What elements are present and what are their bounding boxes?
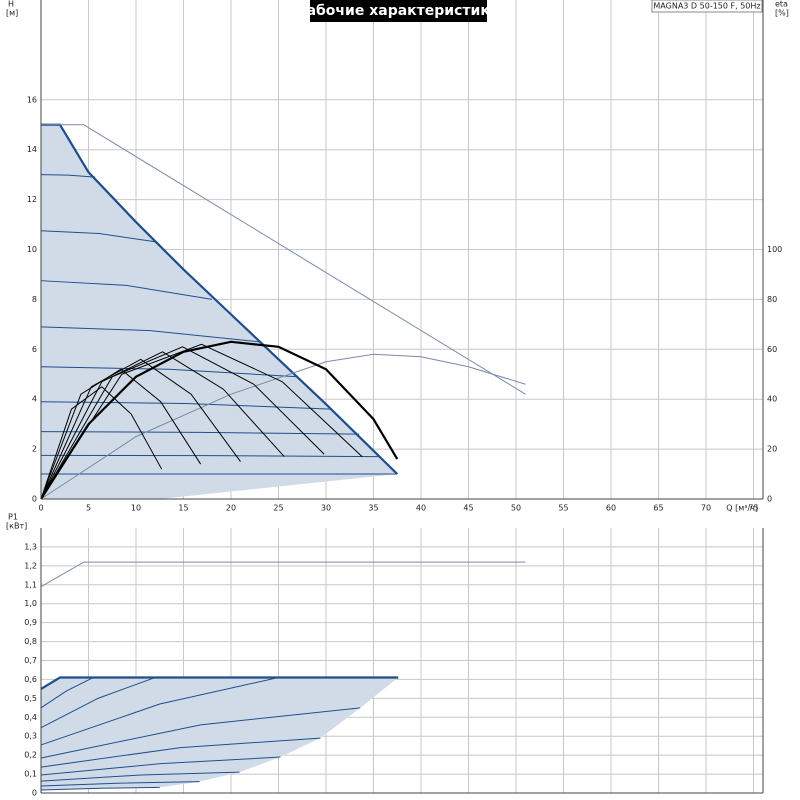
curve: [40, 346, 325, 500]
model-box: [651, 0, 763, 13]
curve: [40, 340, 399, 500]
x-tick-label: 75: [748, 504, 758, 513]
curve: [40, 368, 202, 500]
curve: [40, 707, 361, 759]
y2-tick-label: 60: [767, 345, 777, 354]
y-tick-label: 1,0: [24, 599, 37, 608]
curve: [40, 676, 399, 690]
y-tick-label: 0,8: [24, 637, 37, 646]
title-box: [310, 0, 487, 22]
curve: [40, 230, 157, 243]
y2-tick-label: 0: [767, 495, 772, 504]
y-tick-label: 1,1: [24, 580, 37, 589]
curve: [40, 353, 526, 500]
y-tick-label: 0: [32, 495, 37, 504]
x-tick-label: 20: [226, 504, 236, 513]
y-tick-label: 0,1: [24, 770, 37, 779]
y2-axis-label: eta: [775, 0, 788, 9]
curve: [40, 401, 331, 410]
curve: [40, 677, 279, 746]
curve: [40, 343, 363, 500]
curve: [40, 677, 94, 709]
x-tick-label: 5: [86, 504, 91, 513]
y-axis-label: H: [8, 0, 14, 9]
y2-tick-label: 100: [767, 245, 782, 254]
curve: [40, 431, 360, 435]
curve: [40, 756, 281, 776]
y-tick-label: 0,6: [24, 675, 37, 684]
x-tick-label: 30: [321, 504, 331, 513]
y-tick-label: 0,7: [24, 656, 37, 665]
curve: [40, 351, 285, 500]
y2-tick-label: 80: [767, 295, 777, 304]
model-label: MAGNA3 D 50-150 F, 50Hz: [653, 2, 760, 11]
y-axis-unit: [кВт]: [6, 522, 27, 531]
curve: [40, 174, 96, 178]
x-tick-label: 35: [368, 504, 378, 513]
y-tick-label: 0,3: [24, 732, 37, 741]
x-axis-label: Q [м³/ч]: [726, 504, 758, 513]
y-tick-label: 14: [27, 145, 37, 154]
x-tick-label: 45: [463, 504, 473, 513]
operating-area: [41, 677, 399, 790]
curve: [40, 786, 160, 791]
curve: [40, 358, 241, 500]
chart-title: Рабочие характеристики: [296, 3, 499, 19]
y2-axis-unit: [%]: [775, 9, 789, 18]
x-tick-label: 0: [38, 504, 43, 513]
x-tick-label: 15: [178, 504, 188, 513]
y-tick-label: 0,9: [24, 618, 37, 627]
y2-tick-label: 40: [767, 395, 777, 404]
curve: [40, 366, 298, 378]
y-tick-label: 12: [27, 195, 37, 204]
x-tick-label: 25: [273, 504, 283, 513]
curve: [41, 124, 526, 395]
curve: [40, 677, 156, 729]
y-tick-label: 0: [32, 789, 37, 798]
y-tick-label: 8: [32, 295, 37, 304]
y-tick-label: 1,3: [24, 542, 37, 551]
y-tick-label: 1,2: [24, 561, 37, 570]
y-tick-label: 6: [32, 345, 37, 354]
y-tick-label: 0,2: [24, 751, 37, 760]
x-tick-label: 60: [606, 504, 616, 513]
x-tick-label: 55: [558, 504, 568, 513]
y-tick-label: 4: [32, 395, 37, 404]
x-tick-label: 40: [416, 504, 426, 513]
y-tick-label: 16: [27, 95, 37, 104]
x-tick-label: 10: [131, 504, 141, 513]
curve: [40, 737, 321, 768]
y-axis-label: P1: [8, 513, 18, 522]
y2-tick-label: 20: [767, 445, 777, 454]
y-tick-label: 0,5: [24, 694, 37, 703]
curve: [40, 280, 213, 300]
curve: [40, 386, 163, 500]
curve: [40, 561, 526, 588]
y-tick-label: 0,4: [24, 713, 37, 722]
curve: [40, 771, 240, 782]
y-axis-unit: [м]: [6, 9, 18, 18]
curve: [40, 454, 379, 458]
curve: [40, 781, 200, 787]
x-tick-label: 65: [653, 504, 663, 513]
y-tick-label: 10: [27, 245, 37, 254]
y-tick-label: 2: [32, 445, 37, 454]
curve: [41, 123, 399, 475]
curve: [40, 326, 260, 343]
x-tick-label: 50: [511, 504, 521, 513]
x-tick-label: 70: [701, 504, 711, 513]
